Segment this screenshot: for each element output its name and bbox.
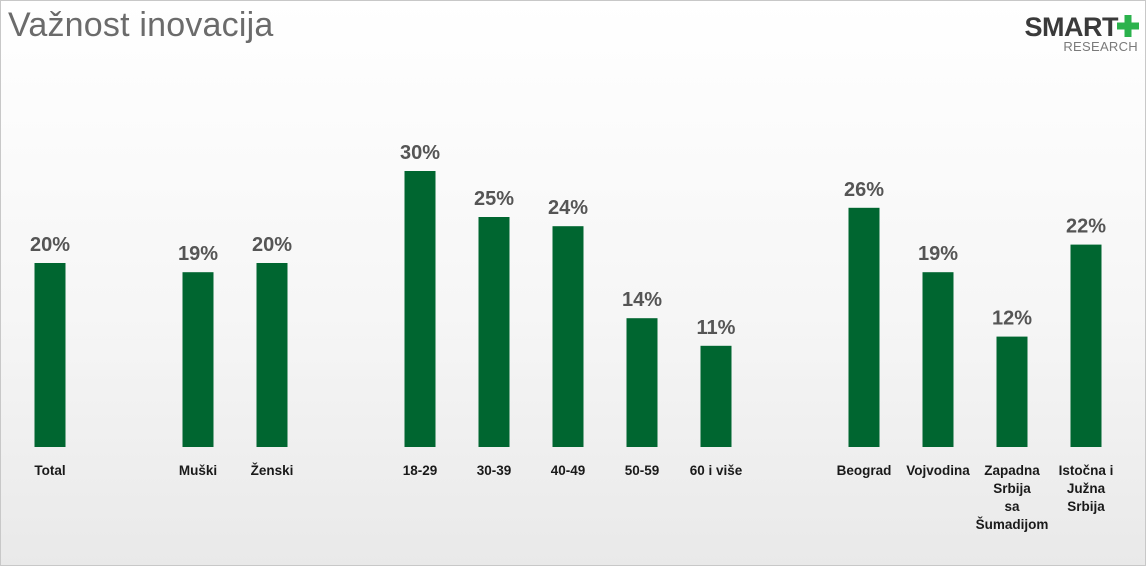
logo-subtitle: RESEARCH bbox=[1063, 39, 1138, 54]
category-label-9: Vojvodina bbox=[906, 463, 970, 478]
smart-research-logo: SMART RESEARCH bbox=[1010, 12, 1140, 58]
category-label-8: Beograd bbox=[837, 463, 892, 478]
bar-0 bbox=[34, 263, 66, 447]
value-label-2: 20% bbox=[252, 234, 292, 256]
value-label-5: 24% bbox=[548, 197, 588, 219]
bar-8 bbox=[848, 207, 880, 447]
value-label-6: 14% bbox=[622, 289, 662, 311]
category-label-1: Muški bbox=[179, 463, 217, 478]
category-label-4: 30-39 bbox=[477, 463, 512, 478]
value-label-0: 20% bbox=[30, 234, 70, 256]
category-label-3: 18-29 bbox=[403, 463, 438, 478]
plus-icon bbox=[1117, 15, 1139, 37]
category-label-7: 60 i više bbox=[690, 463, 743, 478]
bar-11 bbox=[1070, 244, 1102, 447]
bar-9 bbox=[922, 272, 954, 447]
bar-4 bbox=[478, 217, 510, 447]
category-label-0: Total bbox=[34, 463, 65, 478]
category-label-10-line-0: Zapadna bbox=[984, 463, 1040, 478]
value-label-7: 11% bbox=[697, 317, 736, 339]
category-label-10-line-3: Šumadijom bbox=[976, 517, 1049, 532]
bar-1 bbox=[182, 272, 214, 447]
value-label-9: 19% bbox=[918, 243, 958, 265]
value-label-11: 22% bbox=[1066, 216, 1106, 238]
value-label-10: 12% bbox=[992, 308, 1032, 330]
category-label-5: 40-49 bbox=[551, 463, 586, 478]
value-label-3: 30% bbox=[400, 142, 440, 164]
category-label-6: 50-59 bbox=[625, 463, 660, 478]
category-label-10-line-1: Srbija bbox=[993, 481, 1031, 496]
category-label-11-line-0: Istočna i bbox=[1059, 463, 1114, 478]
value-label-1: 19% bbox=[178, 243, 218, 265]
bar-2 bbox=[256, 263, 288, 447]
bar-3 bbox=[404, 171, 436, 447]
bar-6 bbox=[626, 318, 658, 447]
category-label-11-line-2: Srbija bbox=[1067, 499, 1105, 514]
value-label-4: 25% bbox=[474, 188, 514, 210]
category-label-10-line-2: sa bbox=[1004, 499, 1020, 514]
logo-word: SMART bbox=[1024, 12, 1119, 42]
category-label-2: Ženski bbox=[251, 463, 294, 478]
value-label-8: 26% bbox=[844, 179, 884, 201]
bar-5 bbox=[552, 226, 584, 447]
chart-title: Važnost inovacija bbox=[8, 6, 274, 44]
bar-7 bbox=[700, 345, 732, 447]
category-label-11-line-1: Južna bbox=[1067, 481, 1106, 496]
bar-10 bbox=[996, 336, 1028, 447]
